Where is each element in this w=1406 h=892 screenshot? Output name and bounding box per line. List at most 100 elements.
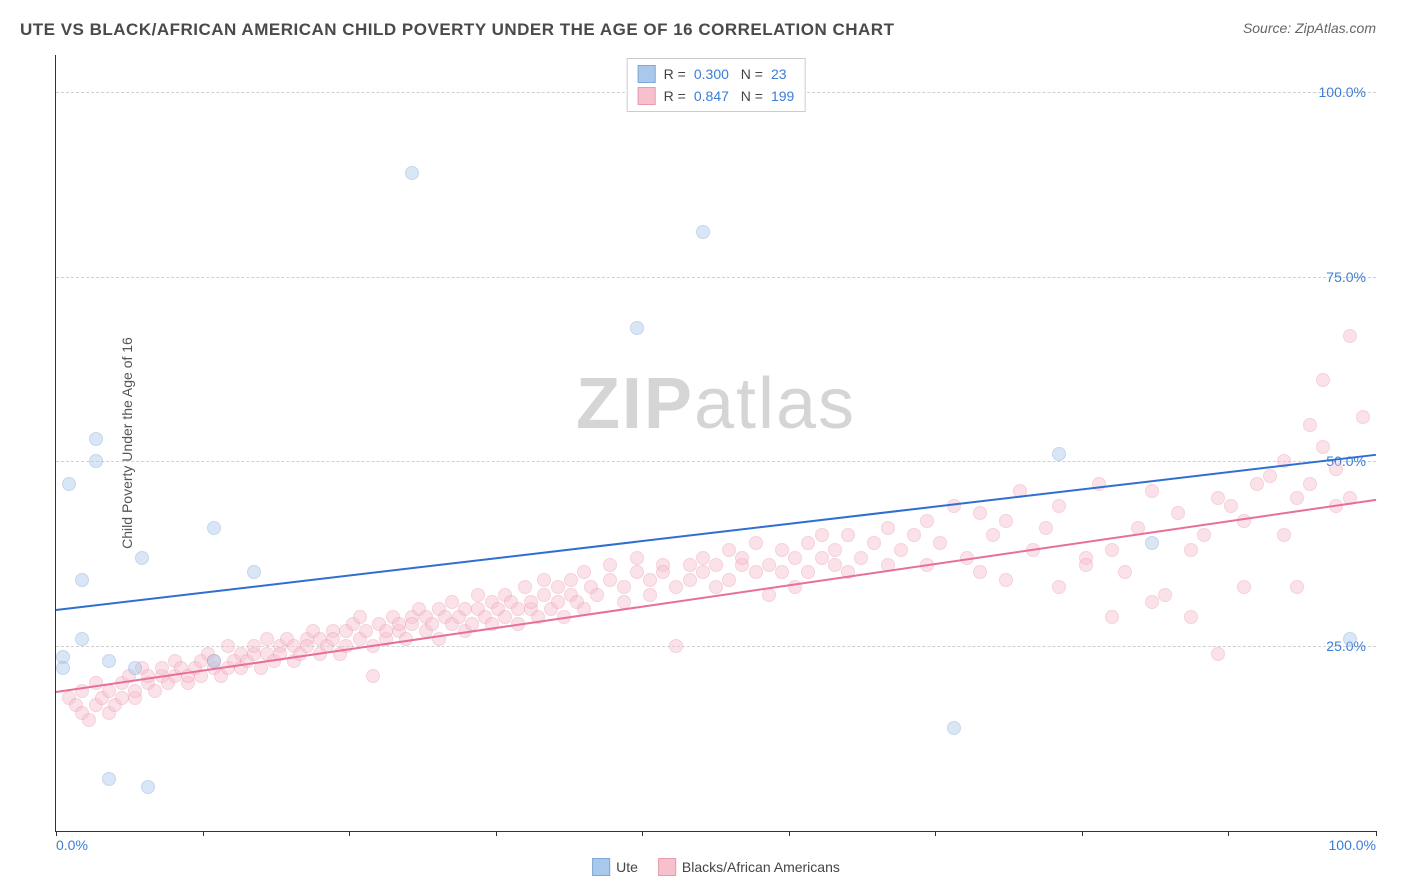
black-point (260, 632, 274, 646)
watermark: ZIPatlas (576, 363, 856, 445)
black-point (1145, 595, 1159, 609)
black-point (1052, 580, 1066, 594)
black-point (115, 691, 129, 705)
black-point (999, 573, 1013, 587)
ute-point (141, 780, 155, 794)
black-point (1197, 528, 1211, 542)
black-point (458, 602, 472, 616)
black-point (669, 580, 683, 594)
black-point (445, 595, 459, 609)
black-point (1263, 469, 1277, 483)
ute-point (75, 632, 89, 646)
black-point (1277, 528, 1291, 542)
gridline (56, 277, 1376, 278)
ute-point (247, 565, 261, 579)
ute-point (207, 521, 221, 535)
ute-point (630, 321, 644, 335)
black-point (89, 676, 103, 690)
black-point (366, 669, 380, 683)
x-tick-mark (1376, 831, 1377, 836)
x-tick-mark (789, 831, 790, 836)
black-point (1118, 565, 1132, 579)
black-point (537, 588, 551, 602)
ute-point (102, 654, 116, 668)
black-point (1237, 580, 1251, 594)
black-point (933, 536, 947, 550)
black-point (405, 617, 419, 631)
x-tick-mark (496, 831, 497, 836)
black-point (709, 580, 723, 594)
black-point (669, 639, 683, 653)
black-point (1316, 440, 1330, 454)
legend-swatch (658, 858, 676, 876)
black-point (801, 565, 815, 579)
x-tick-mark (642, 831, 643, 836)
series-legend: Ute Blacks/African Americans (592, 858, 840, 876)
black-point (603, 573, 617, 587)
black-point (564, 573, 578, 587)
x-tick-label: 0.0% (56, 837, 88, 853)
black-point (801, 536, 815, 550)
black-point (894, 543, 908, 557)
black-point (524, 595, 538, 609)
x-tick-mark (935, 831, 936, 836)
black-point (1079, 558, 1093, 572)
gridline (56, 461, 1376, 462)
stats-legend: R =0.300 N =23 R =0.847 N =199 (627, 58, 806, 112)
black-point (986, 528, 1000, 542)
black-point (841, 528, 855, 542)
x-tick-mark (1082, 831, 1083, 836)
black-point (775, 543, 789, 557)
black-point (1184, 610, 1198, 624)
ute-point (135, 551, 149, 565)
black-point (577, 565, 591, 579)
black-trendline (56, 498, 1376, 692)
y-axis-label: Child Poverty Under the Age of 16 (119, 337, 135, 549)
black-point (643, 573, 657, 587)
black-point (1145, 484, 1159, 498)
black-point (1158, 588, 1172, 602)
black-point (148, 684, 162, 698)
stats-row-black: R =0.847 N =199 (638, 85, 795, 107)
black-point (815, 528, 829, 542)
black-point (683, 573, 697, 587)
legend-item-ute: Ute (592, 858, 638, 876)
black-point (471, 588, 485, 602)
source-link[interactable]: ZipAtlas.com (1295, 20, 1376, 36)
source-credit: Source: ZipAtlas.com (1243, 20, 1376, 36)
ute-point (696, 225, 710, 239)
legend-swatch (638, 65, 656, 83)
black-point (1211, 491, 1225, 505)
black-point (1184, 543, 1198, 557)
black-point (1303, 477, 1317, 491)
black-point (1356, 410, 1370, 424)
black-point (907, 528, 921, 542)
legend-swatch (592, 858, 610, 876)
ute-point (1052, 447, 1066, 461)
black-point (1105, 543, 1119, 557)
x-tick-label: 100.0% (1329, 837, 1376, 853)
black-point (1329, 462, 1343, 476)
black-point (656, 565, 670, 579)
ute-point (1343, 632, 1357, 646)
black-point (1039, 521, 1053, 535)
black-point (221, 639, 235, 653)
ute-point (89, 454, 103, 468)
chart-title: UTE VS BLACK/AFRICAN AMERICAN CHILD POVE… (20, 20, 1386, 40)
black-point (775, 565, 789, 579)
black-point (300, 639, 314, 653)
black-point (353, 610, 367, 624)
black-point (392, 617, 406, 631)
y-tick-label: 75.0% (1326, 269, 1366, 285)
black-point (1316, 373, 1330, 387)
black-point (749, 536, 763, 550)
ute-point (102, 772, 116, 786)
black-point (1171, 506, 1185, 520)
x-tick-mark (349, 831, 350, 836)
ute-point (62, 477, 76, 491)
black-point (867, 536, 881, 550)
black-point (1290, 491, 1304, 505)
black-point (590, 588, 604, 602)
black-point (359, 624, 373, 638)
x-tick-mark (203, 831, 204, 836)
